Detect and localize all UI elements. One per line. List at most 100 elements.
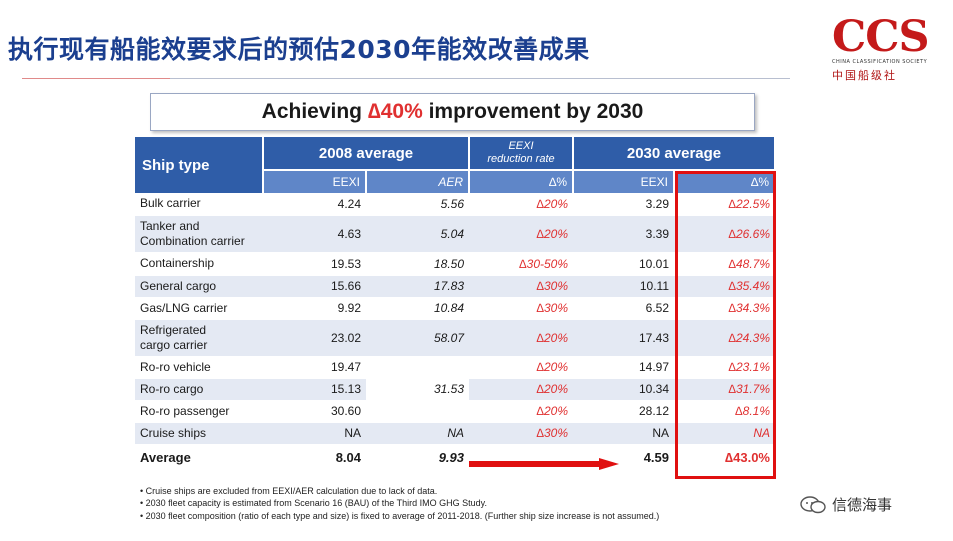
reduction-rate-cell: ∆20% (469, 356, 573, 379)
logo-cn-text: 中国船级社 (832, 69, 897, 82)
table-row: Bulk carrier 4.24 5.56 ∆20% 3.29 ∆22.5% (135, 193, 775, 216)
table-row: Ro-ro passenger 30.60 ∆20% 28.12 ∆8.1% (135, 400, 775, 423)
header-2008-average: 2008 average (263, 137, 470, 170)
delta-2030-cell: ∆31.7% (674, 378, 775, 401)
eexi-2030-cell: 10.11 (573, 275, 674, 298)
table-row: Ro-ro cargo 15.13 ∆20% 10.34 ∆31.7% (135, 378, 775, 401)
ship-type-cell: Ro-ro passenger (135, 400, 263, 423)
header-ship-type: Ship type (135, 137, 264, 193)
delta-2030-cell: ∆26.6% (674, 215, 775, 253)
subheader-delta-rate: ∆% (469, 169, 574, 193)
headline-pre: Achieving (261, 100, 368, 123)
eexi-2008-cell: 19.53 (263, 252, 366, 276)
eexi-2008-cell: 15.66 (263, 275, 366, 298)
table-row: Tanker and Combination carrier 4.63 5.04 … (135, 215, 775, 253)
title-rule-accent (22, 78, 170, 79)
subheader-eexi-2008: EEXI (263, 169, 367, 193)
delta-2030-cell: NA (674, 422, 775, 445)
aer-2008-cell: 5.56 (366, 193, 469, 216)
watermark: 信德海事 (800, 494, 892, 515)
reduction-rate-cell: ∆20% (469, 319, 573, 357)
reduction-rate-cell: ∆30% (469, 275, 573, 298)
eexi-2008-cell: NA (263, 422, 366, 445)
table-row: Refrigerated cargo carrier 23.02 58.07 ∆2… (135, 319, 775, 357)
eexi-2008-cell: 9.92 (263, 297, 366, 320)
delta-2030-cell: ∆8.1% (674, 400, 775, 423)
reduction-rate-cell: ∆20% (469, 193, 573, 216)
ship-type-line2: Combination carrier (140, 233, 245, 248)
eexi-2030-cell: 10.34 (573, 378, 674, 401)
reduction-rate-cell: ∆30% (469, 422, 573, 445)
header-eexi-rate-line1: EEXI (508, 140, 534, 152)
eexi-2030-cell: 17.43 (573, 319, 674, 357)
logo-sub-text: CHINA CLASSIFICATION SOCIETY (832, 59, 928, 65)
table-row: Containership 19.53 18.50 ∆30-50% 10.01 … (135, 252, 775, 276)
ship-type-cell: Gas/LNG carrier (135, 297, 263, 320)
average-row: Average 8.04 9.93 4.59 ∆43.0% (135, 443, 775, 470)
page-title: 执行现有船能效要求后的预估2030年能效改善成果 (8, 35, 590, 64)
reduction-rate-cell: ∆20% (469, 378, 573, 401)
delta-2030-cell: ∆35.4% (674, 275, 775, 298)
eexi-2008-cell: 30.60 (263, 400, 366, 423)
wechat-icon (800, 495, 826, 513)
headline-highlight: ∆40% (367, 100, 423, 123)
eexi-2030-cell: 3.29 (573, 193, 674, 216)
delta-2030-cell: ∆48.7% (674, 252, 775, 276)
eexi-2008-cell: 4.63 (263, 215, 366, 253)
subheader-delta-2030: ∆% (674, 169, 776, 193)
footnotes: Cruise ships are excluded from EEXI/AER … (140, 485, 660, 522)
reduction-rate-cell: ∆30% (469, 297, 573, 320)
ship-type-line2: cargo carrier (140, 337, 208, 352)
ship-type-cell: Bulk carrier (135, 193, 263, 216)
table-row: Ro-ro vehicle 19.47 31.53 ∆20% 14.97 ∆23… (135, 356, 775, 423)
ship-type-cell: Cruise ships (135, 422, 263, 445)
eexi-2030-cell: 14.97 (573, 356, 674, 379)
delta-2030-cell: ∆23.1% (674, 356, 775, 379)
watermark-text: 信德海事 (832, 496, 893, 514)
table-row: Cruise ships NA NA ∆30% NA NA (135, 422, 775, 445)
reduction-rate-cell: ∆30-50% (469, 252, 573, 276)
table-row: Gas/LNG carrier 9.92 10.84 ∆30% 6.52 ∆34… (135, 297, 775, 320)
subheader-eexi-2030: EEXI (573, 169, 675, 193)
delta-2030-cell: ∆34.3% (674, 297, 775, 320)
eexi-2030-cell: 6.52 (573, 297, 674, 320)
eexi-2008-cell: 4.24 (263, 193, 366, 216)
ship-type-cell: General cargo (135, 275, 263, 298)
aer-2008-cell: 10.84 (366, 297, 469, 320)
delta-2030-cell: ∆22.5% (674, 193, 775, 216)
title-rule (170, 78, 790, 79)
eexi-2030-cell: 3.39 (573, 215, 674, 253)
ship-type-cell: Ro-ro cargo (135, 378, 263, 401)
eexi-2030-cell: NA (573, 422, 674, 445)
ship-type-cell: Tanker and Combination carrier (135, 215, 263, 253)
ship-type-cell: Refrigerated cargo carrier (135, 319, 263, 357)
table-row: General cargo 15.66 17.83 ∆30% 10.11 ∆35… (135, 275, 775, 298)
ship-type-line1: Tanker and (140, 218, 200, 233)
aer-2008-cell: NA (366, 422, 469, 445)
reduction-rate-cell: ∆20% (469, 215, 573, 253)
header-eexi-reduction-rate: EEXI reduction rate (469, 137, 574, 170)
subheader-aer-2008: AER (366, 169, 470, 193)
delta-2030-cell: ∆24.3% (674, 319, 775, 357)
header-2030-average: 2030 average (573, 137, 776, 170)
eexi-2030-cell: 28.12 (573, 400, 674, 423)
average-eexi-2008: 8.04 (263, 443, 366, 470)
reduction-rate-cell: ∆20% (469, 400, 573, 423)
aer-2008-cell: 18.50 (366, 252, 469, 276)
ccs-logo: CCS CHINA CLASSIFICATION SOCIETY 中国船级社 (832, 16, 930, 86)
efficiency-table: Ship type 2008 average EEXI reduction ra… (135, 137, 776, 470)
logo-main-text: CCS (832, 12, 930, 62)
headline-box: Achieving ∆40% improvement by 2030 (150, 93, 755, 131)
ship-type-line1: Refrigerated (140, 322, 207, 337)
eexi-2008-cell: 23.02 (263, 319, 366, 357)
eexi-2008-cell: 15.13 (263, 378, 366, 401)
footnote: Cruise ships are excluded from EEXI/AER … (140, 485, 659, 497)
eexi-2008-cell: 19.47 (263, 356, 366, 379)
ship-type-cell: Ro-ro vehicle (135, 356, 263, 379)
footnote: 2030 fleet composition (ratio of each ty… (140, 510, 660, 522)
eexi-2030-cell: 10.01 (573, 252, 674, 276)
header-eexi-rate-line2: reduction rate (487, 153, 555, 165)
footnote: 2030 fleet capacity is estimated from Sc… (140, 497, 659, 509)
red-arrow-icon (469, 458, 619, 470)
aer-2008-cell: 58.07 (366, 319, 469, 357)
